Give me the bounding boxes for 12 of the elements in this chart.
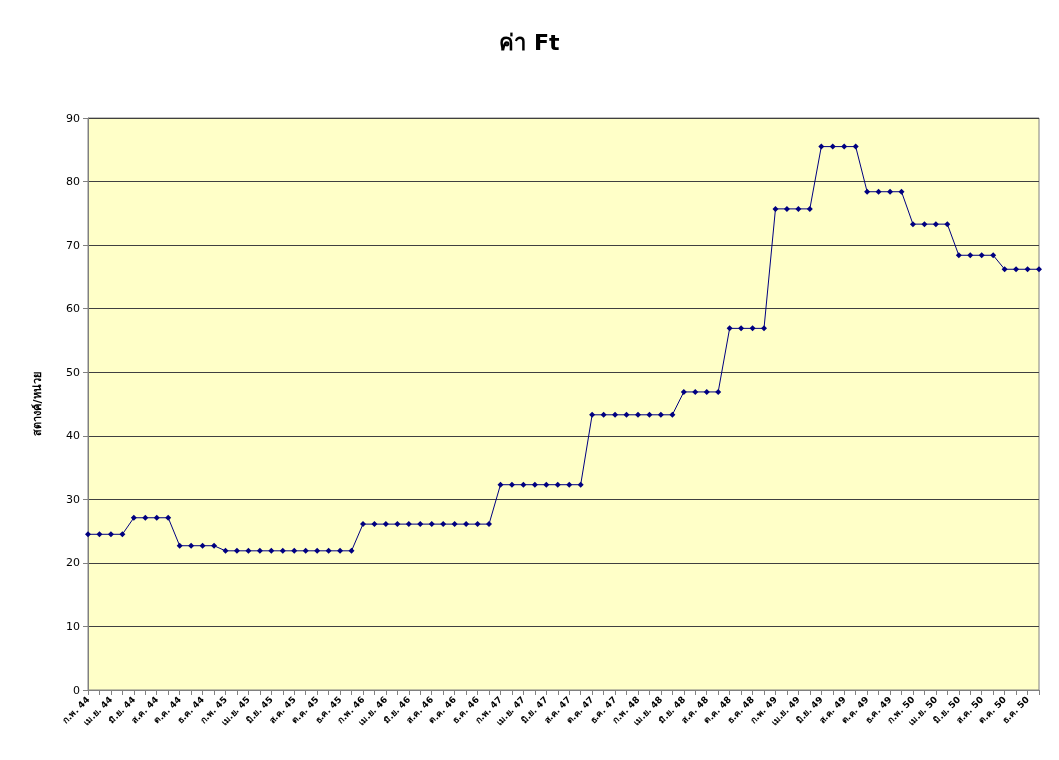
- y-tick-label: 90: [66, 111, 80, 125]
- y-tick-label: 50: [66, 365, 80, 379]
- y-tick-label: 70: [66, 238, 80, 252]
- y-tick-label: 20: [66, 556, 80, 570]
- y-axis-title: สตางค์/หน่วย: [31, 372, 44, 436]
- y-tick-label: 80: [66, 175, 80, 189]
- y-tick-label: 30: [66, 492, 80, 506]
- chart-title: ค่า Ft: [499, 29, 561, 55]
- y-tick-label: 10: [66, 619, 80, 633]
- y-tick-label: 60: [66, 302, 80, 316]
- y-tick-label: 40: [66, 429, 80, 443]
- y-tick-label: 0: [73, 683, 80, 697]
